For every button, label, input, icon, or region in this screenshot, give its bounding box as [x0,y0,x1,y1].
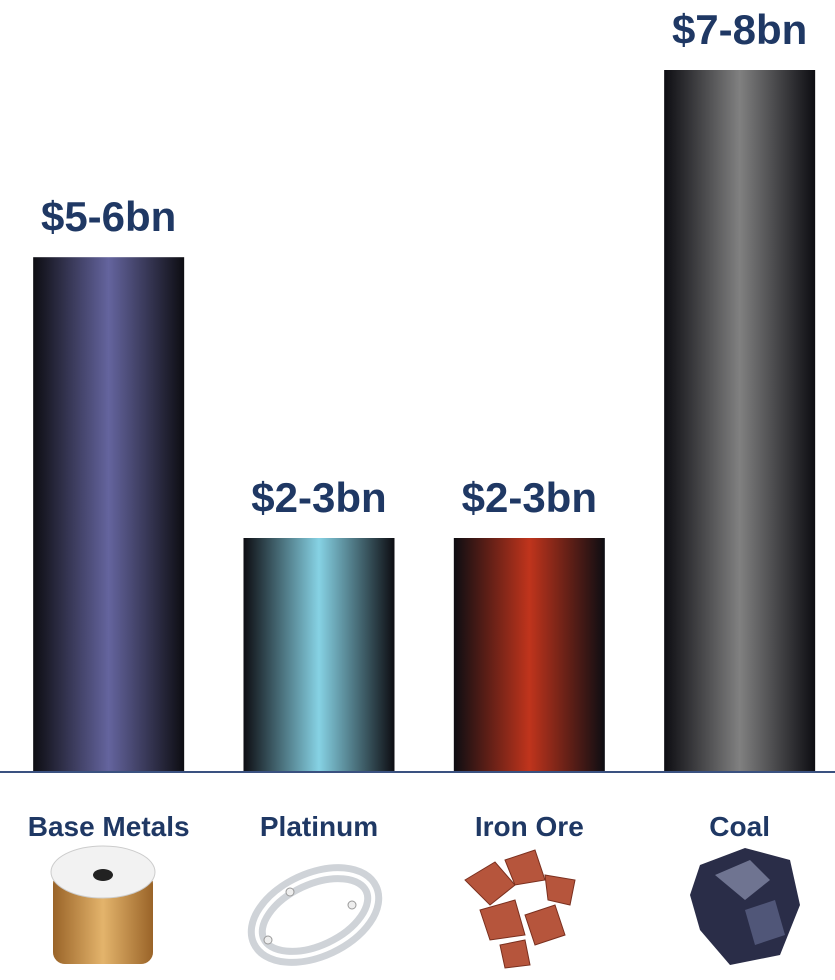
value-label: $5-6bn [41,193,176,240]
bar [243,538,395,772]
bar [453,538,605,772]
spool-icon [50,845,156,964]
category-label: Platinum [260,811,378,842]
category-label: Iron Ore [475,811,584,842]
coal-icon [690,848,800,965]
value-label: $2-3bn [251,474,386,521]
category-label: Base Metals [28,811,190,842]
ore-icon [464,849,576,969]
ring-icon [247,864,383,966]
bar [664,70,816,772]
value-label: $7-8bn [672,6,807,53]
bars [33,70,816,772]
category-label: Coal [709,811,770,842]
bar [33,257,185,772]
value-label: $2-3bn [462,474,597,521]
